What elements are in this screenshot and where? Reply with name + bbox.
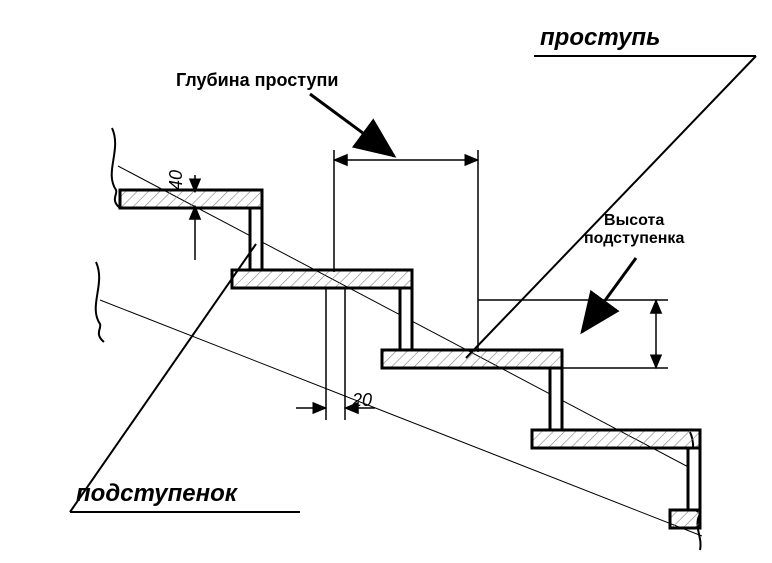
pointer-tread-depth [310,94,394,156]
leader-tread [466,56,756,358]
label-riser-height: Высота подступенка [584,212,684,248]
label-tread-title: проступь [540,24,660,52]
pointer-riser-height [582,258,636,332]
dim-label-thickness: 40 [166,170,187,190]
label-riser-title: подступенок [76,480,237,508]
stair-diagram [0,0,772,563]
label-tread-depth: Глубина проступи [176,70,338,91]
dim-label-overhang: 20 [352,390,372,411]
